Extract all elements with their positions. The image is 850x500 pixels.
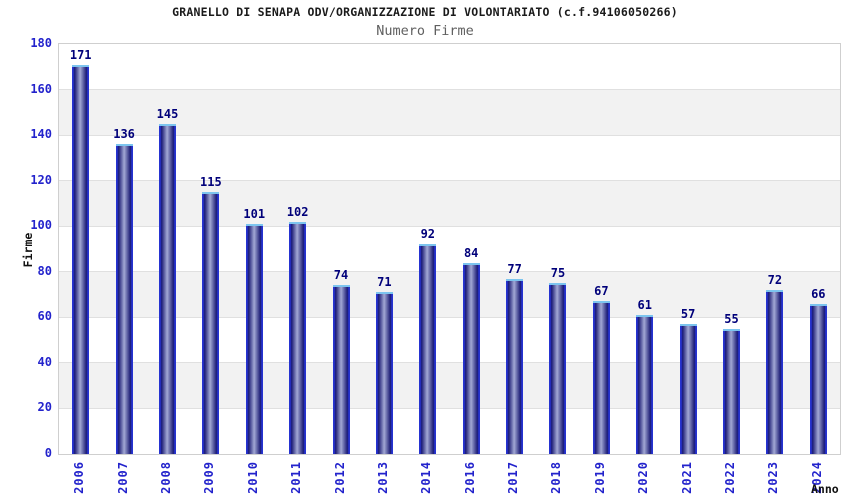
- x-tick-label: 2007: [115, 461, 130, 494]
- y-tick-label: 180: [30, 36, 52, 50]
- x-tick-label: 2021: [679, 461, 694, 494]
- bar: [636, 315, 654, 454]
- bar-value-label: 75: [550, 266, 566, 281]
- y-tick-label: 120: [30, 172, 52, 187]
- bar: [679, 324, 697, 454]
- bar: [723, 328, 741, 454]
- bar-value-label: 84: [463, 245, 479, 260]
- x-tick-label: 2013: [375, 461, 390, 494]
- bar: [202, 192, 220, 454]
- bar-value-label: 136: [113, 127, 135, 142]
- y-tick-label: 140: [30, 127, 52, 142]
- bar-value-label: 67: [594, 284, 609, 299]
- x-tick-label: 2017: [506, 461, 521, 494]
- bar-value-label: 101: [243, 206, 266, 221]
- bar: [419, 244, 437, 454]
- bar-value-label: 66: [811, 286, 826, 301]
- bar: [592, 301, 610, 454]
- x-tick-label: 2012: [332, 461, 347, 494]
- y-gridline: [59, 362, 840, 364]
- y-tick-label: 0: [44, 446, 52, 460]
- y-gridline: [59, 134, 840, 136]
- bar: [809, 303, 827, 454]
- bar-value-label: 55: [724, 311, 739, 326]
- y-gridline: [59, 89, 840, 91]
- y-band: [59, 271, 840, 318]
- bar-value-label: 115: [200, 175, 222, 190]
- bar: [245, 223, 263, 454]
- x-tick-label: 2014: [419, 461, 434, 494]
- bar: [115, 144, 133, 454]
- y-gridline: [59, 271, 840, 273]
- y-axis-title: Firme: [21, 232, 35, 268]
- y-gridline: [59, 316, 840, 318]
- bar-value-label: 171: [69, 47, 92, 62]
- x-tick-label: 2019: [592, 461, 607, 494]
- plot-area: 171 136 145 115 101 102 74 71 92 84 77 75 67 61 57 55 72…: [58, 43, 841, 455]
- bar-value-label: 77: [507, 261, 522, 276]
- y-gridline: [59, 225, 840, 227]
- bar-value-label: 71: [377, 275, 392, 290]
- y-tick-label: 20: [37, 400, 52, 415]
- x-tick-label: 2010: [245, 461, 260, 494]
- chart-title: GRANELLO DI SENAPA ODV/ORGANIZZAZIONE DI…: [172, 5, 678, 19]
- bar: [289, 221, 307, 454]
- bar-value-label: 74: [333, 268, 349, 283]
- y-tick-label: 60: [37, 309, 52, 324]
- bar-value-label: 92: [420, 227, 436, 242]
- x-tick-label: 2011: [289, 461, 304, 494]
- bar-value-label: 102: [286, 204, 309, 219]
- y-tick-label: 160: [30, 81, 52, 96]
- bar: [766, 290, 784, 454]
- x-tick-label: 2020: [636, 461, 651, 494]
- y-tick-label: 80: [37, 263, 52, 278]
- y-gridline: [59, 407, 840, 409]
- bar-value-label: 61: [637, 298, 652, 313]
- x-tick-label: 2022: [723, 461, 738, 494]
- x-tick-label: 2009: [202, 461, 217, 494]
- y-band: [59, 362, 840, 409]
- bar-value-label: 72: [767, 273, 783, 287]
- bar: [72, 64, 90, 454]
- bar: [158, 123, 176, 454]
- x-tick-label: 2008: [158, 461, 173, 494]
- bar: [506, 278, 524, 454]
- y-tick-label: 100: [30, 218, 52, 233]
- x-tick-label: 2006: [72, 461, 87, 494]
- bar: [462, 262, 480, 454]
- y-band: [59, 89, 840, 136]
- y-band: [59, 180, 840, 227]
- bar: [332, 285, 350, 454]
- x-axis-title: Anno: [811, 482, 839, 496]
- bar: [549, 283, 567, 454]
- y-gridline: [59, 180, 840, 182]
- bar-value-label: 145: [156, 106, 179, 121]
- bar: [375, 292, 393, 454]
- x-tick-label: 2018: [549, 461, 564, 494]
- chart-subtitle: Numero Firme: [376, 23, 474, 39]
- x-tick-label: 2023: [766, 461, 781, 494]
- y-tick-label: 40: [37, 354, 52, 369]
- bar-value-label: 57: [680, 307, 696, 322]
- x-tick-label: 2016: [462, 461, 477, 494]
